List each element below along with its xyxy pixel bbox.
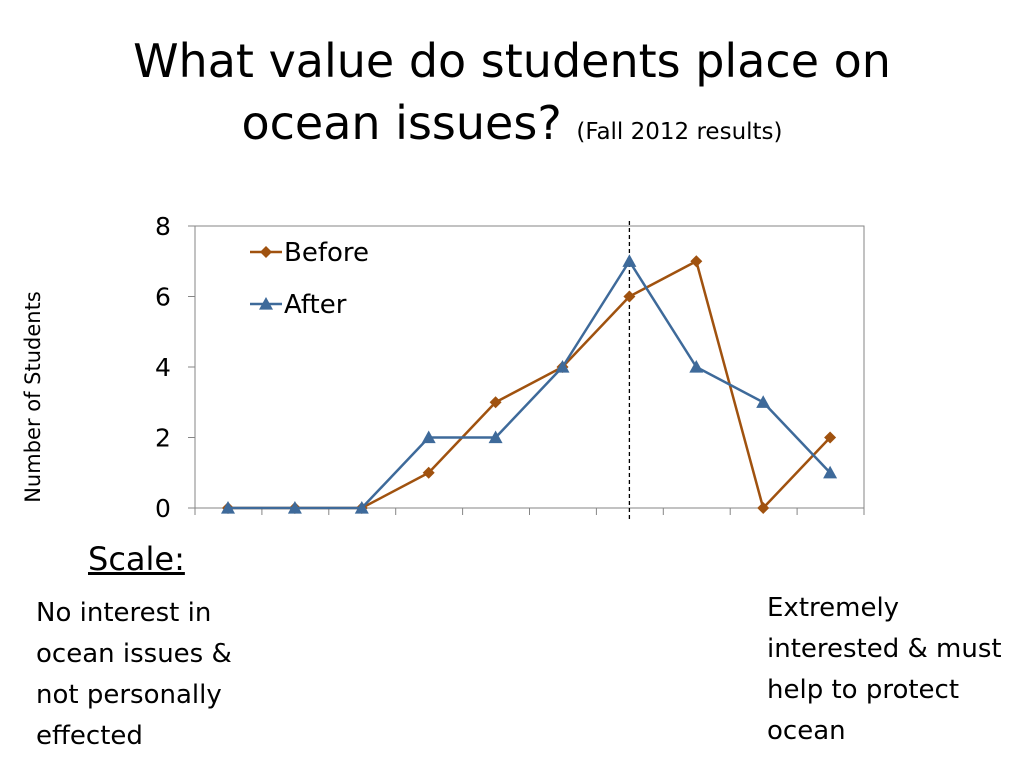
legend-marker-before: [260, 246, 272, 258]
scale-low-description: No interest in ocean issues & not person…: [36, 598, 232, 751]
x-tick-label: 8: [688, 536, 705, 540]
title-line-2-main: ocean issues?: [241, 96, 562, 150]
y-tick-label: 0: [155, 494, 171, 523]
scale-high-description: Extremely interested & must help to prot…: [767, 593, 1002, 746]
data-point-after: [287, 501, 302, 514]
data-point-after: [756, 395, 771, 408]
slide-title: What value do students place on ocean is…: [0, 30, 1024, 163]
x-tick-label: 2: [286, 536, 303, 540]
data-point-before: [690, 255, 703, 268]
data-point-after: [689, 360, 704, 373]
data-point-after: [221, 501, 235, 514]
data-point-before: [422, 466, 435, 479]
scale-label: Scale:: [88, 540, 185, 578]
x-tick-label: 4: [420, 536, 437, 540]
x-tick-label: 3: [353, 536, 370, 540]
y-tick-label: 6: [155, 283, 171, 312]
legend-marker-after: [259, 297, 273, 310]
y-axis-label: Number of Students: [21, 291, 45, 503]
title-line-2: ocean issues? (Fall 2012 results): [0, 92, 1024, 163]
data-point-before: [623, 290, 636, 303]
title-subtitle: (Fall 2012 results): [576, 119, 783, 145]
series-line-after: [228, 260, 832, 510]
data-point-after: [555, 360, 570, 373]
data-point-after: [823, 465, 838, 479]
plot-area: [194, 225, 865, 509]
data-point-before: [489, 396, 502, 409]
y-tick-label: 8: [155, 212, 171, 241]
x-tick-label: 10: [813, 536, 847, 540]
x-tick-label: 9: [755, 536, 772, 540]
data-point-after: [354, 501, 369, 514]
data-point-before: [757, 502, 770, 514]
y-tick-label: 4: [155, 353, 171, 382]
x-tick-label: 6: [554, 536, 571, 540]
data-point-before: [824, 431, 837, 444]
legend-label-before: Before: [284, 238, 369, 268]
x-tick-label: 5: [487, 536, 504, 540]
data-point-after: [622, 254, 637, 267]
title-line-1: What value do students place on: [133, 34, 891, 88]
line-chart: 0 2 4 6 8 1 2 3 4 5 6 7 8 9 10 Number of Students Before…: [21, 212, 865, 540]
data-point-after: [421, 430, 436, 444]
y-tick-label: 2: [155, 424, 171, 453]
data-point-after: [488, 430, 503, 444]
x-tick-label: 1: [219, 536, 236, 540]
x-tick-label: 7: [621, 536, 638, 540]
legend-label-after: After: [284, 290, 347, 320]
